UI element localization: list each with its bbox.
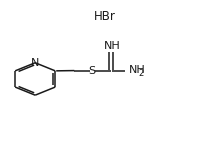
- Text: 2: 2: [138, 69, 143, 78]
- Text: NH: NH: [103, 41, 120, 51]
- Text: S: S: [88, 66, 95, 76]
- Text: NH: NH: [129, 65, 145, 75]
- Text: HBr: HBr: [93, 10, 115, 23]
- Text: N: N: [31, 58, 39, 68]
